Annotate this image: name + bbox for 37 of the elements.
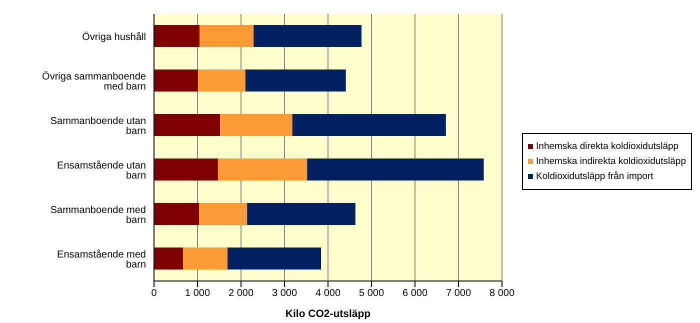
bar [307,158,484,180]
x-tick-label: 3 000 [272,288,298,300]
x-tick-label: 2 000 [228,288,254,300]
x-tick-label: 4 000 [315,288,341,300]
bar [200,25,254,47]
bar [154,203,200,225]
y-tick-label: Ensamstående utan barn [57,159,146,182]
bar [247,203,356,225]
bar [198,70,246,92]
y-tick-label: Sammanboende med barn [50,204,146,226]
bar [154,158,218,180]
x-tick-label: 8 000 [490,288,515,300]
bar [154,70,198,92]
bar [183,248,228,270]
y-tick-label: Övriga sammanboende med barn [42,70,146,92]
x-tick-label: 5 000 [358,288,384,300]
legend-label: Inhemska direkta koldioxidutsläpp [536,141,679,152]
x-tick-label: 7 000 [446,288,472,300]
x-tick-label: 0 [151,288,158,300]
x-tick-label: 6 000 [402,288,428,300]
bar [254,25,362,47]
bar [154,114,220,136]
bar [154,25,200,47]
y-tick-label: Ensamstående med barn [57,248,146,270]
y-tick-label: Sammanboende utan barn [50,116,146,137]
bar [228,248,322,270]
bar [218,158,308,180]
legend-label: Koldioxidutsläpp från import [536,171,654,182]
y-tick-label: Övriga hushåll [82,30,146,43]
bar [154,248,184,270]
bar [292,114,446,136]
x-axis-title: Kilo CO2-utsläpp [285,308,371,320]
legend-label: Inhemska indirekta koldioxidutsläpp [536,156,686,167]
bar [220,114,292,136]
x-tick-label: 1 000 [184,288,210,300]
bar [245,70,346,92]
bar [199,203,248,225]
